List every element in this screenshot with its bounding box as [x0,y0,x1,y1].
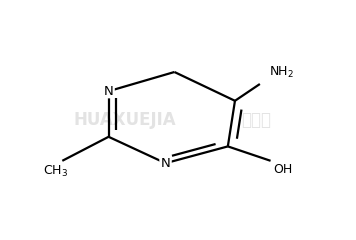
Text: 化学加: 化学加 [241,111,271,129]
Text: OH: OH [273,163,293,176]
Text: N: N [161,157,171,170]
Text: N: N [103,85,114,98]
Text: N: N [104,85,114,98]
Text: NH$_2$: NH$_2$ [269,65,294,79]
Text: HUAXUEJIA: HUAXUEJIA [73,111,176,129]
Text: CH$_3$: CH$_3$ [43,164,68,179]
Text: N: N [160,157,171,170]
